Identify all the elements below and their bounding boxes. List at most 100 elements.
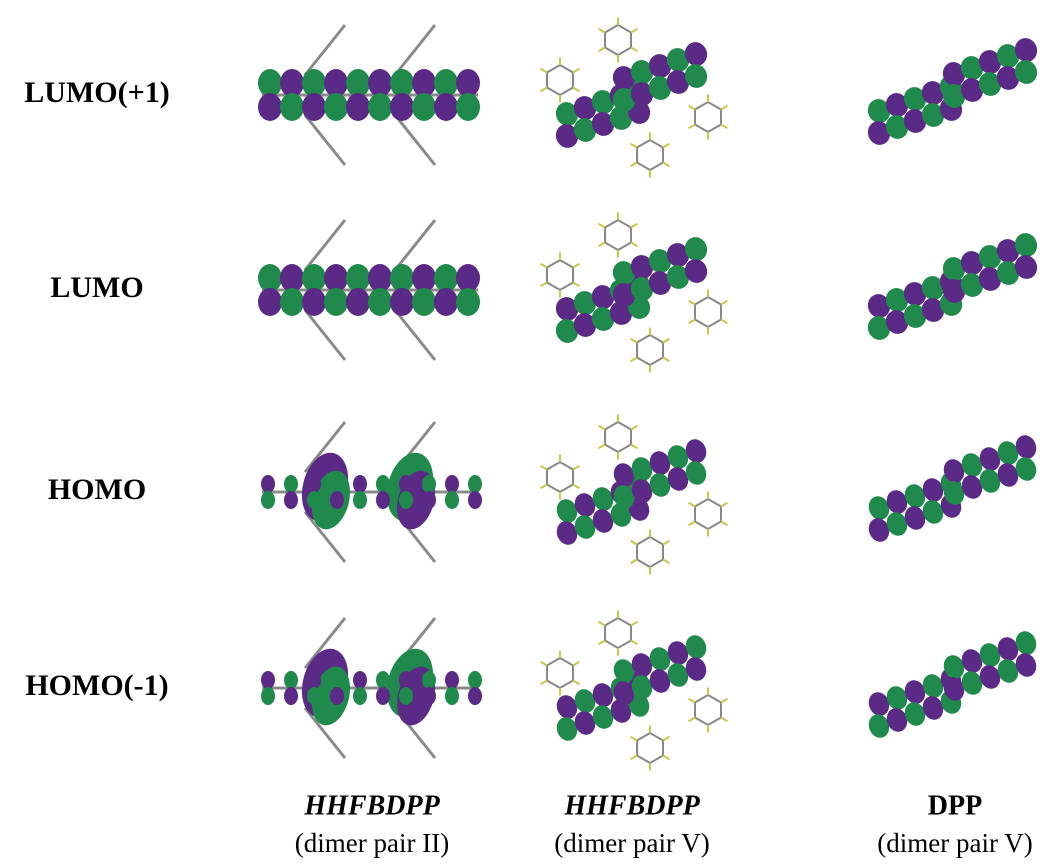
orbital-lobe [648, 54, 672, 78]
orbital-lobe [667, 467, 689, 491]
fluorine-bond [720, 501, 728, 508]
orbital-lobe [390, 288, 414, 316]
phenyl-ring [694, 693, 722, 727]
fluorine-bond [688, 520, 696, 527]
orbital-lobe [921, 276, 945, 300]
fluorine-bond [630, 27, 638, 34]
orbital-lobe [613, 659, 635, 683]
orbital-lobe [307, 687, 321, 705]
orbital-lobe [609, 106, 633, 130]
orbital-lobe [942, 279, 966, 303]
column-name: DPP [928, 790, 982, 821]
fluorine-bond [630, 161, 638, 168]
phenyl-ring [694, 100, 722, 134]
orbital-lobe [258, 288, 282, 316]
fluorine-bond [540, 679, 548, 686]
orbital-lobe [591, 90, 615, 114]
orbital-lobe [628, 693, 650, 717]
fluorine-bond [598, 639, 606, 646]
orbital-lobe [434, 288, 458, 316]
orbital-lobe [330, 687, 344, 705]
orbital-lobe [648, 271, 672, 295]
orbital-lobe [574, 493, 596, 517]
orbital-lobe [434, 69, 458, 97]
orbital-lobe [666, 243, 690, 267]
orbital-lobe [996, 66, 1020, 90]
orbital-lobe [997, 659, 1019, 683]
fluorine-bond [662, 558, 670, 565]
orbital-lobe [258, 69, 282, 97]
orbital-lobe [573, 118, 597, 142]
orbital-lobe [921, 103, 945, 127]
orbital-lobe [630, 277, 654, 301]
fluorine-bond [720, 123, 728, 130]
orbital-lobe [376, 671, 390, 689]
orbital-lobe [353, 671, 367, 689]
orbital-lobe [613, 681, 635, 705]
orbital-lobe [609, 301, 633, 325]
side-chain [303, 511, 347, 563]
orbital-lobe [353, 491, 367, 509]
orbital-lobe [886, 686, 908, 710]
fluorine-bond [630, 142, 638, 149]
orbital-lobe [412, 93, 436, 121]
fluorine-bond [630, 735, 638, 742]
orbital-lobe [961, 475, 983, 499]
fluorine-bond [662, 142, 670, 149]
orbital-lobe [456, 93, 480, 121]
orbital-lobe [631, 675, 653, 699]
orbital-lobe [685, 461, 707, 485]
fluorine-bond [688, 697, 696, 704]
orbital-lobe [258, 264, 282, 292]
side-chain [303, 707, 347, 759]
orbital-lobe [434, 93, 458, 121]
orbital-lobe [422, 491, 436, 509]
orbital-lobe [302, 93, 326, 121]
fluorine-bond [540, 67, 548, 74]
column-note: (dimer pair II) [295, 828, 449, 858]
orbital-lobe [979, 665, 1001, 689]
fluorine-bond [662, 735, 670, 742]
fluorine-bond [540, 262, 548, 269]
orbital-lobe [346, 69, 370, 97]
orbital-lobe [390, 69, 414, 97]
orbital-lobe [555, 297, 579, 321]
orbital-lobe [648, 249, 672, 273]
orbital-lobe [434, 264, 458, 292]
orbital-lobe [346, 288, 370, 316]
orbital-lobe [592, 487, 614, 511]
phenyl-ring [636, 138, 664, 172]
orbital-lobe [904, 702, 926, 726]
orbital-lobe [346, 93, 370, 121]
row-label: HOMO [48, 473, 146, 506]
orbital-lobe [666, 48, 690, 72]
fluorine-bond [720, 520, 728, 527]
fluorine-bond [572, 660, 580, 667]
fluorine-bond [572, 483, 580, 490]
fluorine-bond [598, 46, 606, 53]
orbital-lobe [943, 655, 965, 679]
orbital-lobe [592, 683, 614, 707]
fluorine-bond [540, 660, 548, 667]
side-chain [303, 24, 347, 76]
orbital-lobe [867, 316, 891, 340]
orbital-lobe [399, 475, 413, 493]
fluorine-bond [688, 299, 696, 306]
orbital-lobe [996, 261, 1020, 285]
orbital-lobe [261, 671, 275, 689]
orbital-lobe [353, 475, 367, 493]
orbital-lobe [979, 643, 1001, 667]
orbital-lobe [903, 304, 927, 328]
orbital-lobe [445, 491, 459, 509]
row-label: LUMO(+1) [24, 76, 169, 109]
orbital-lobe [904, 680, 926, 704]
orbital-lobe [302, 264, 326, 292]
orbital-lobe [921, 298, 945, 322]
orbital-lobe [445, 475, 459, 493]
orbital-lobe [612, 88, 636, 112]
orbital-lobe [943, 459, 965, 483]
orbital-lobe [573, 96, 597, 120]
fluorine-bond [598, 424, 606, 431]
fluorine-bond [662, 754, 670, 761]
orbital-lobe [685, 439, 707, 463]
